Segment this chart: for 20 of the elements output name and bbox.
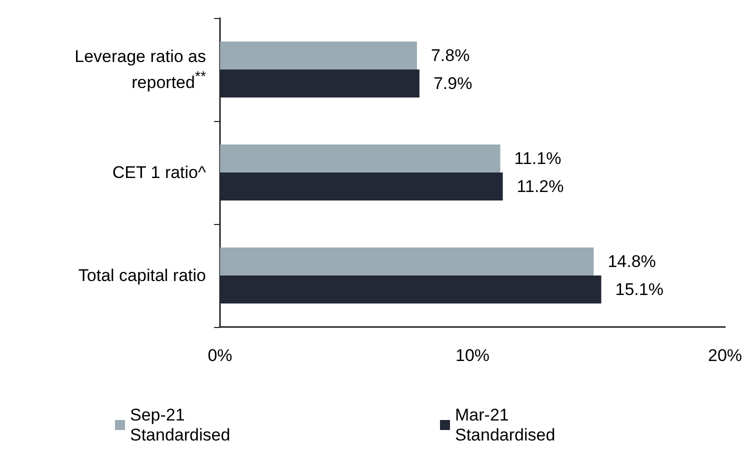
bar [220, 172, 503, 200]
bar [220, 42, 417, 70]
bar [220, 144, 500, 172]
data-label: 15.1% [615, 280, 664, 299]
data-label: 7.8% [430, 46, 470, 65]
legend-label: Sep-21 Standardised [130, 406, 230, 444]
data-label: 7.9% [433, 74, 472, 93]
bar [220, 70, 420, 98]
y-tick-label: CET 1 ratio^ [111, 162, 206, 182]
y-tick-label: Leverage ratio as reported$^{**}$ [74, 46, 206, 92]
data-label: 11.1% [514, 149, 562, 168]
x-tick-label: 20% [708, 346, 742, 365]
legend-label: Mar-21 Standardised [455, 406, 556, 444]
x-tick-label: 0% [208, 346, 232, 365]
data-label: 11.2% [516, 177, 564, 196]
x-tick-label: 10% [455, 346, 490, 365]
data-label: 14.8% [608, 252, 656, 271]
y-tick-label: Total capital ratio [77, 266, 206, 286]
bar [220, 276, 602, 304]
bar [220, 248, 594, 276]
